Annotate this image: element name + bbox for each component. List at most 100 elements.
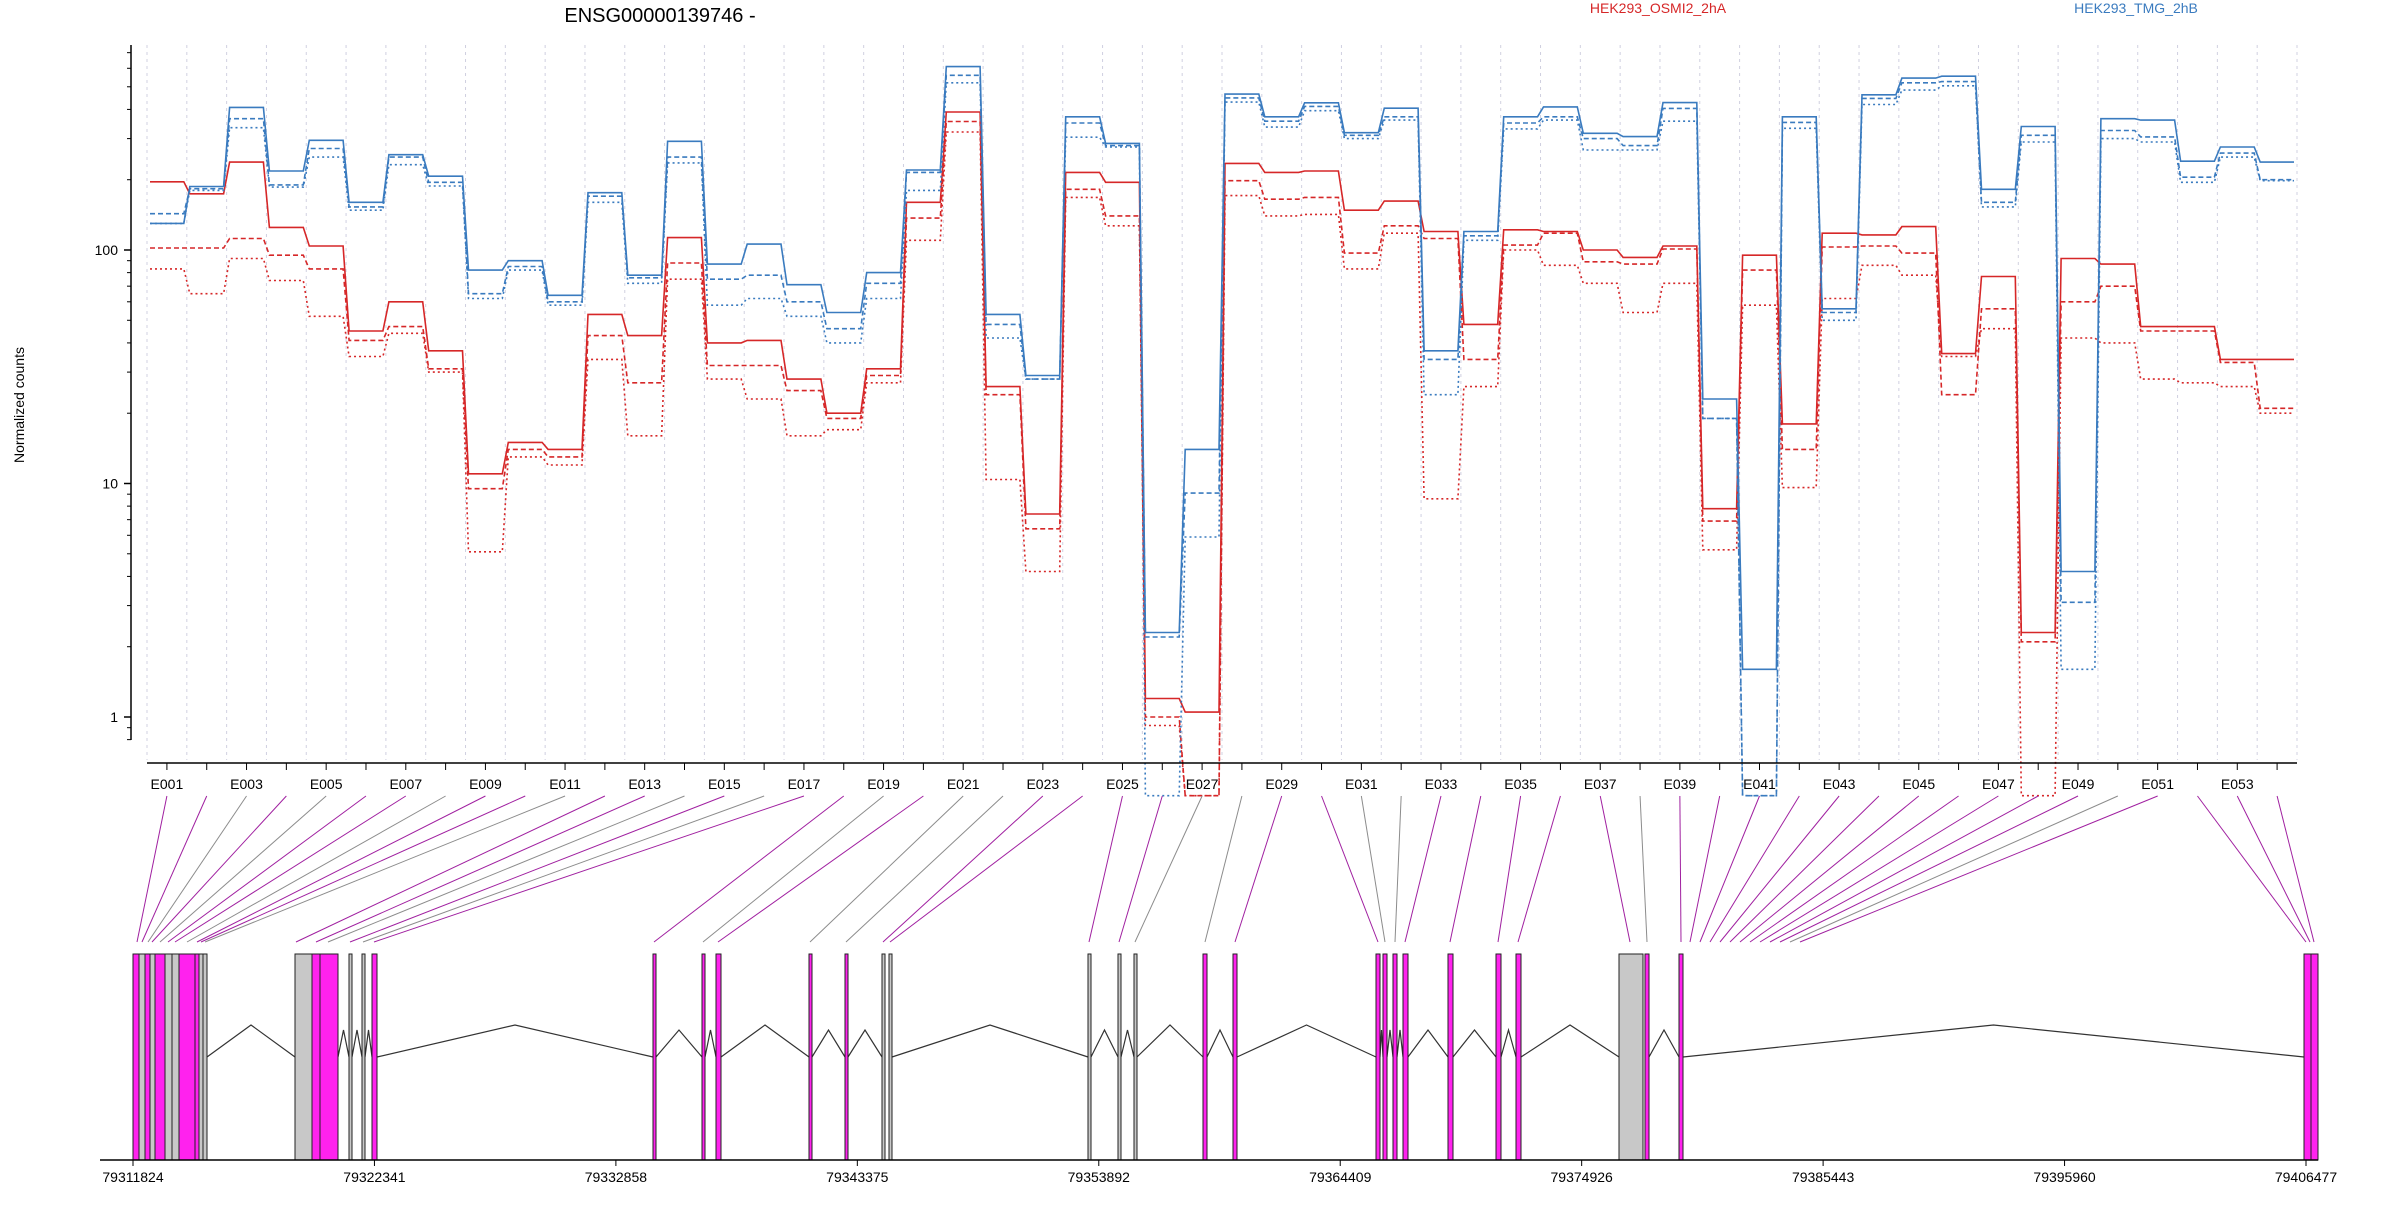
exon-connector	[1204, 795, 1243, 943]
x-tick-label: E013	[628, 776, 661, 792]
exon-connector	[167, 795, 367, 943]
genomic-tick-label: 79395960	[2033, 1169, 2096, 1185]
exon-connector	[1679, 795, 1682, 943]
exon-connector	[1449, 795, 1482, 943]
x-tick-label: E027	[1186, 776, 1219, 792]
intron-line	[1136, 1024, 1204, 1058]
intron-line	[1500, 1027, 1517, 1058]
exon-block	[844, 953, 849, 1161]
exon-connector	[717, 795, 924, 943]
exon-block	[881, 953, 886, 1161]
exon-connector	[1739, 795, 1920, 943]
exon-connector	[1799, 795, 2158, 943]
genomic-tick-label: 79374926	[1551, 1169, 1614, 1185]
legend-label-osmi: HEK293_OSMI2_2hA	[1590, 0, 1727, 16]
x-tick-label: E021	[947, 776, 980, 792]
y-tick-label: 1	[110, 709, 118, 725]
exon-block	[888, 953, 893, 1161]
exon-connector	[845, 795, 1004, 943]
exon-block	[311, 953, 321, 1161]
exon-block	[171, 953, 180, 1161]
exon-connector	[1769, 795, 2039, 943]
exon-block	[652, 953, 657, 1161]
exon-block	[1087, 953, 1092, 1161]
exon-block	[1392, 953, 1398, 1161]
exon-connector	[1234, 795, 1283, 943]
exon-connector	[349, 795, 725, 943]
exon-block	[1133, 953, 1138, 1161]
exon-connector	[1709, 795, 1800, 943]
exon-connector	[141, 795, 208, 943]
intron-line	[1120, 1029, 1135, 1058]
exon-connector	[653, 795, 845, 943]
intron-line	[376, 1024, 654, 1058]
exon-block	[154, 953, 166, 1161]
x-tick-label: E019	[867, 776, 900, 792]
x-tick-label: E011	[549, 776, 581, 792]
intron-line	[337, 1029, 350, 1058]
intron-line	[655, 1029, 703, 1058]
intron-line	[1682, 1024, 2305, 1058]
x-tick-label: E029	[1265, 776, 1298, 792]
exon-block	[808, 953, 813, 1161]
exon-connector	[151, 795, 287, 943]
exon-connector	[2197, 795, 2307, 943]
intron-line	[811, 1028, 846, 1058]
exon-connector-lines	[136, 795, 2315, 943]
intron-line	[1452, 1029, 1497, 1058]
intron-line	[1648, 1028, 1680, 1058]
exon-block	[202, 953, 208, 1161]
exon-connector	[1088, 795, 1123, 943]
exon-block	[198, 953, 204, 1161]
x-tick-label: E047	[1982, 776, 2015, 792]
x-tick-label: E023	[1026, 776, 1059, 792]
exon-connector	[136, 795, 168, 943]
x-tick-label: E043	[1823, 776, 1856, 792]
exon-connector	[1394, 795, 1402, 943]
exon-connector	[196, 795, 486, 943]
x-tick-label: E031	[1345, 776, 1378, 792]
exon-connector	[1719, 795, 1840, 943]
intron-line	[704, 1029, 717, 1058]
exon-block	[164, 953, 173, 1161]
exon-block	[1375, 953, 1381, 1161]
exon-connector	[1404, 795, 1442, 943]
genomic-tick-label: 79332858	[585, 1169, 648, 1185]
exon-connector	[1321, 795, 1379, 943]
transcript-model	[100, 953, 2319, 1161]
x-tick-label: E003	[230, 776, 263, 792]
exon-connector	[1360, 795, 1386, 943]
x-tick-label: E045	[1902, 776, 1935, 792]
exon-connector	[159, 795, 327, 943]
y-axis-label: Normalized counts	[11, 347, 27, 463]
genomic-tick-label: 79364409	[1309, 1169, 1372, 1185]
x-tick-label: E051	[2141, 776, 2174, 792]
exon-connector	[204, 795, 566, 943]
exon-block	[1232, 953, 1238, 1161]
exon-connector	[373, 795, 805, 943]
intron-line	[351, 1029, 363, 1058]
genomic-tick-label: 79385443	[1792, 1169, 1855, 1185]
x-tick-label: E033	[1425, 776, 1458, 792]
exon-block	[138, 953, 146, 1161]
exon-block	[1402, 953, 1409, 1161]
intron-line	[206, 1024, 296, 1058]
exon-connector	[200, 795, 526, 943]
exon-block	[1117, 953, 1122, 1161]
series-line	[150, 111, 2294, 713]
intron-line	[1236, 1024, 1377, 1058]
series-lines	[150, 65, 2294, 797]
genomic-tick-label: 79343375	[826, 1169, 889, 1185]
exon-connector	[1729, 795, 1880, 943]
exon-connector	[315, 795, 645, 943]
exon-connector	[1779, 795, 2079, 943]
exon-block	[1382, 953, 1388, 1161]
intron-line	[891, 1024, 1089, 1058]
genomic-tick-label: 79353892	[1068, 1169, 1131, 1185]
legend-label-tmg: HEK293_TMG_2hB	[2074, 0, 2198, 16]
axes	[130, 45, 2297, 764]
x-tick-label: E053	[2221, 776, 2254, 792]
exon-connector	[889, 795, 1083, 943]
exon-connector	[1689, 795, 1721, 943]
